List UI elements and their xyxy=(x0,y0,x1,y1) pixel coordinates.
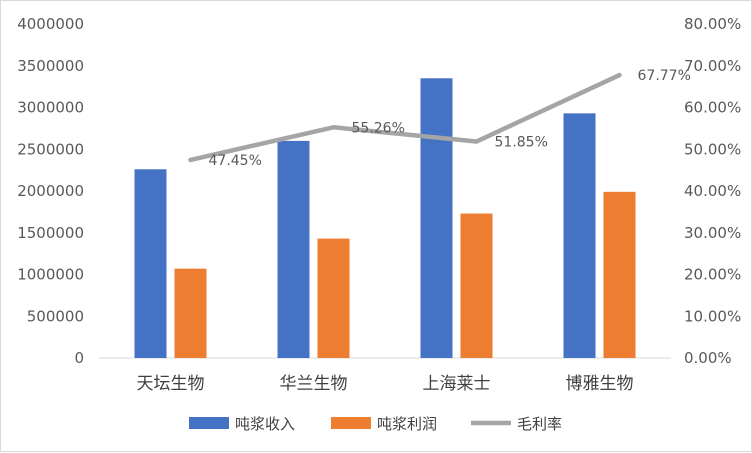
x-category-label: 上海莱士 xyxy=(423,374,491,394)
line-point xyxy=(474,139,479,144)
bar-profit xyxy=(603,191,636,358)
y-right-tick-label: 10.00% xyxy=(684,307,741,325)
bar-profit xyxy=(460,213,493,358)
line-point xyxy=(188,157,193,162)
y-right-tick-label: 30.00% xyxy=(684,224,741,242)
bar-revenue xyxy=(420,78,453,359)
legend-revenue-label: 吨浆收入 xyxy=(235,415,295,433)
y-right-tick-label: 80.00% xyxy=(684,15,741,33)
bar-profit xyxy=(174,268,207,358)
line-point xyxy=(617,73,622,78)
y-left-tick-label: 1500000 xyxy=(17,224,84,242)
data-label: 47.45% xyxy=(209,153,262,169)
y-left-tick-label: 1000000 xyxy=(17,266,84,284)
y-right-tick-label: 0.00% xyxy=(684,349,732,367)
y-left-tick-label: 2000000 xyxy=(17,182,84,200)
bar-profit xyxy=(317,238,350,358)
y-left-tick-label: 500000 xyxy=(27,307,84,325)
y-left-tick-label: 4000000 xyxy=(17,15,84,33)
bar-revenue xyxy=(563,113,596,358)
line-margin-series xyxy=(188,72,622,163)
legend-margin-label: 毛利率 xyxy=(517,415,562,433)
x-category-label: 天坛生物 xyxy=(137,374,205,394)
x-category-label: 华兰生物 xyxy=(280,374,348,394)
y-left-tick-label: 2500000 xyxy=(17,140,84,158)
y-left-tick-label: 3000000 xyxy=(17,99,84,117)
data-label: 51.85% xyxy=(495,135,548,151)
legend-profit-swatch xyxy=(331,417,371,429)
y-right-tick-label: 50.00% xyxy=(684,140,741,158)
y-right-tick-label: 60.00% xyxy=(684,99,741,117)
data-label: 67.77% xyxy=(638,68,691,84)
legend-profit-label: 吨浆利润 xyxy=(377,415,437,433)
bar-revenue xyxy=(134,169,167,358)
y-right-tick-label: 20.00% xyxy=(684,266,741,284)
bar-revenue xyxy=(277,140,310,358)
legend-revenue-swatch xyxy=(189,417,229,429)
y-left-tick-label: 0 xyxy=(74,349,84,367)
y-right-tick-label: 70.00% xyxy=(684,57,741,75)
y-right-tick-label: 40.00% xyxy=(684,182,741,200)
line-point xyxy=(331,125,336,130)
x-category-label: 博雅生物 xyxy=(566,374,634,394)
y-left-tick-label: 3500000 xyxy=(17,57,84,75)
data-label: 55.26% xyxy=(352,120,405,136)
